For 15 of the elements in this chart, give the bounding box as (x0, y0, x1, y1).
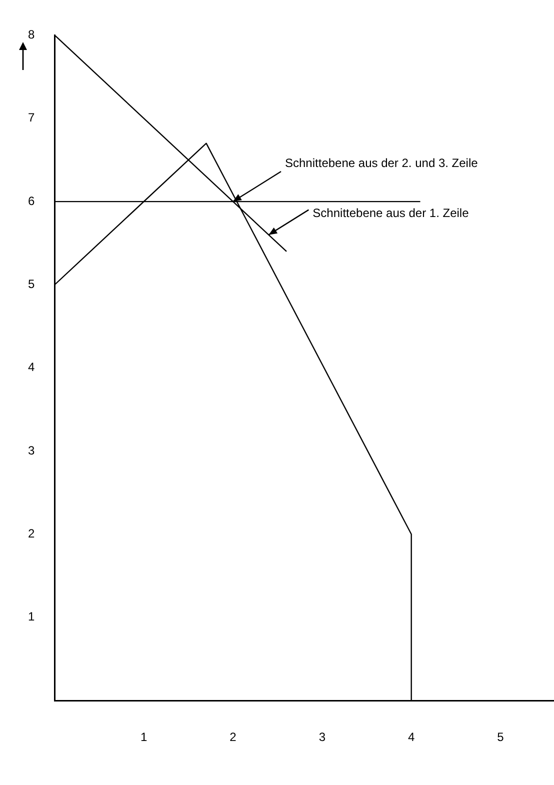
y-tick-label: 8 (28, 28, 35, 42)
annotation: Schnittebene aus der 2. und 3. Zeile (285, 156, 478, 170)
x-tick-label: 3 (318, 730, 326, 744)
y-tick-label: 7 (28, 110, 35, 125)
y-tick-label: 5 (28, 277, 35, 292)
x-tick-label: 1 (140, 730, 148, 744)
annotation: Schnittebene aus der 1. Zeile (312, 206, 470, 220)
y-tick-label: 4 (28, 360, 35, 374)
x-tick-label: 5 (497, 730, 504, 744)
y-tick-label: 6 (28, 194, 35, 208)
y-tick-label: 2 (28, 526, 35, 541)
x-tick-label: 4 (408, 730, 415, 744)
x-tick-label: 2 (230, 730, 237, 744)
y-tick-label: 1 (28, 610, 35, 624)
y-tick-label: 3 (28, 443, 35, 458)
